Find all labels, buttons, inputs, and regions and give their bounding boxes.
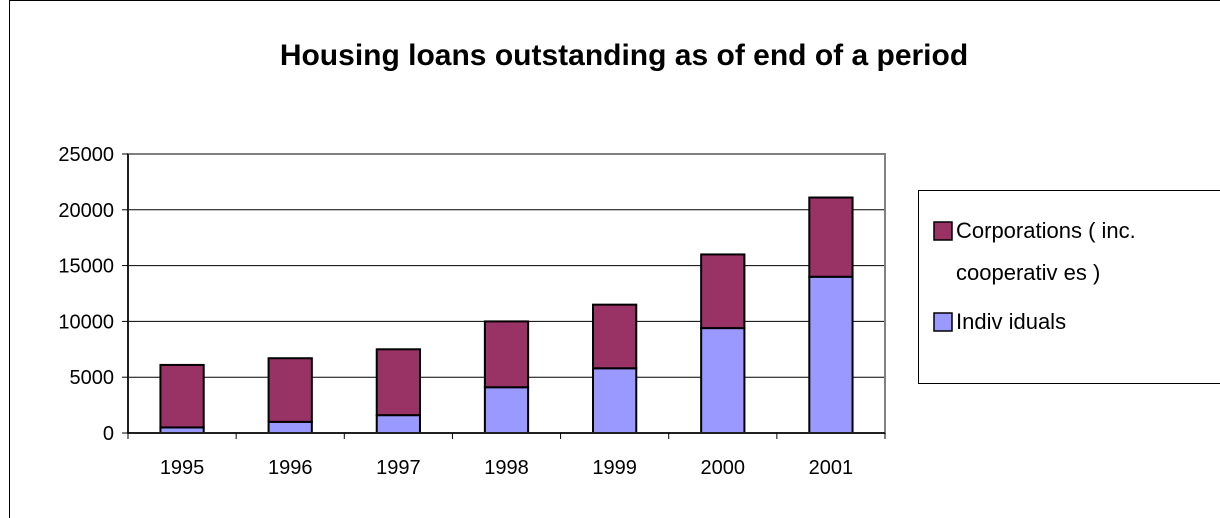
y-tick-label-0: 0 <box>103 423 114 445</box>
x-tick-label-2001: 2001 <box>809 457 854 479</box>
bar-corporations-2001 <box>808 196 854 278</box>
y-tick-label-5000: 5000 <box>70 367 115 389</box>
bar-corporations-2000 <box>700 253 746 330</box>
legend: Corporations ( inc. cooperativ es ) Indi… <box>918 190 1220 384</box>
bar-individuals-2001 <box>808 275 854 435</box>
bar-corporations-1998 <box>483 320 530 389</box>
x-tick-label-1996: 1996 <box>268 457 313 479</box>
y-tick-labels: 0 5000 10000 15000 20000 25000 <box>58 144 114 445</box>
bar-corporations-1997 <box>375 348 421 417</box>
legend-label-individuals: Indiv iduals <box>956 309 1066 334</box>
x-tick-label-1999: 1999 <box>592 457 637 479</box>
x-tick-label-1995: 1995 <box>160 457 205 479</box>
legend-swatch-individuals <box>933 312 953 332</box>
bar-corporations-1996 <box>267 357 313 423</box>
y-tick-label-20000: 20000 <box>58 200 114 222</box>
y-tick-label-10000: 10000 <box>58 311 114 333</box>
bar-corporations-1995 <box>159 363 205 429</box>
legend-label-corporations-line2: cooperativ es ) <box>956 260 1100 285</box>
chart-title: Housing loans outstanding as of end of a… <box>280 39 968 72</box>
y-tick-label-15000: 15000 <box>58 256 114 278</box>
y-tick-label-25000: 25000 <box>58 144 114 166</box>
legend-swatch-corporations <box>933 221 953 241</box>
bar-individuals-1998 <box>483 386 530 434</box>
bar-individuals-2000 <box>700 327 746 435</box>
legend-box <box>918 190 1220 384</box>
x-tick-label-1997: 1997 <box>376 457 421 479</box>
x-tick-label-1998: 1998 <box>484 457 529 479</box>
legend-label-corporations-line1: Corporations ( inc. <box>956 218 1136 243</box>
gridlines <box>128 209 885 378</box>
axes <box>122 153 886 439</box>
bar-individuals-1996 <box>267 420 313 434</box>
x-tick-label-2000: 2000 <box>701 457 746 479</box>
bar-individuals-1997 <box>375 414 421 435</box>
x-tick-labels: 1995 1996 1997 1998 1999 2000 2001 <box>160 457 853 479</box>
bar-individuals-1999 <box>592 367 638 434</box>
bar-corporations-1999 <box>592 303 638 370</box>
